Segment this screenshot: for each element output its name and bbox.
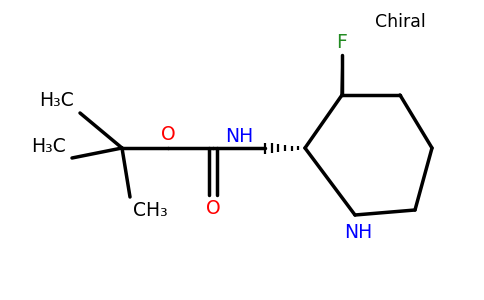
Text: NH: NH (225, 127, 253, 146)
Text: CH₃: CH₃ (133, 202, 167, 220)
Text: NH: NH (344, 223, 372, 242)
Text: F: F (336, 32, 348, 52)
Text: H₃C: H₃C (31, 136, 66, 155)
Text: O: O (161, 125, 175, 145)
Text: H₃C: H₃C (39, 91, 74, 110)
Polygon shape (341, 55, 343, 95)
Text: Chiral: Chiral (375, 13, 425, 31)
Text: O: O (206, 200, 220, 218)
